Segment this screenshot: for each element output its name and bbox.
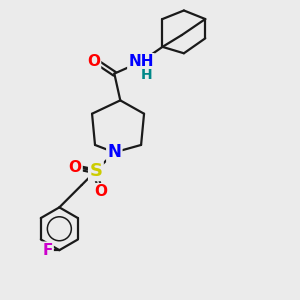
Text: N: N bbox=[107, 143, 121, 161]
Text: H: H bbox=[141, 68, 153, 82]
Text: O: O bbox=[94, 184, 107, 199]
Text: O: O bbox=[69, 160, 82, 175]
Text: O: O bbox=[87, 54, 100, 69]
Text: S: S bbox=[89, 162, 102, 180]
Text: F: F bbox=[42, 243, 52, 258]
Text: NH: NH bbox=[128, 54, 154, 69]
